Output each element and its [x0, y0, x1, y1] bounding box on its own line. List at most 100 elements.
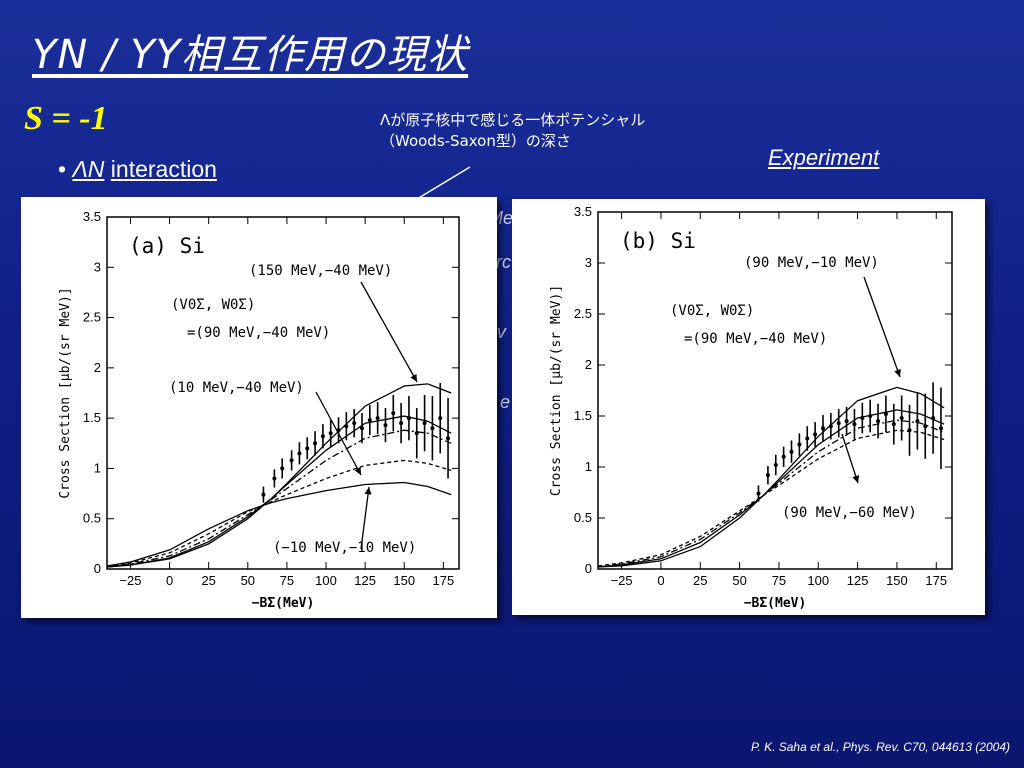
- y-tick-label: 1: [585, 459, 592, 474]
- chart-b: −25 0 25 50 75 100 125 150 175 0 0.5 1 1.5 2 2.5 3 3.5 −B…: [549, 204, 953, 611]
- data-point: [289, 458, 294, 463]
- y-tick-label: 0: [585, 561, 592, 576]
- x-tick-label: 75: [280, 573, 294, 588]
- data-point: [789, 449, 794, 454]
- partial-text-4: e: [500, 392, 511, 412]
- bullet-symbol: ΛN: [72, 156, 105, 182]
- data-point: [923, 424, 928, 429]
- bullet-item: • ΛN interaction: [58, 156, 217, 183]
- data-point: [280, 466, 285, 471]
- data-point: [305, 446, 310, 451]
- chart-panel-a: −25 0 25 50 75 100 125 150 175 0 0.5 1 1.5 2 2.5 3 3.5 −B…: [21, 197, 497, 618]
- annotation-arrow: [360, 281, 418, 383]
- data-point: [915, 419, 920, 424]
- x-tick-label: 125: [354, 573, 376, 588]
- x-tick-label: 100: [807, 573, 829, 588]
- annotation-arrow: [841, 433, 859, 484]
- note-line-1: Λが原子核中で感じる一体ポテンシャル: [380, 111, 646, 129]
- x-tick-label: −25: [119, 573, 141, 588]
- x-axis-label: −BΣ(MeV): [744, 596, 807, 611]
- x-tick-label: 150: [393, 573, 415, 588]
- data-point: [765, 473, 770, 478]
- data-point: [868, 414, 873, 418]
- data-point: [328, 431, 333, 436]
- annotation-label: (150 MeV,−40 MeV): [249, 263, 392, 279]
- annotation-label: (90 MeV,−10 MeV): [744, 255, 879, 271]
- y-tick-label: 3.5: [574, 204, 592, 219]
- data-point: [828, 424, 833, 429]
- data-point: [836, 421, 841, 426]
- annotation-label: (V0Σ, W0Σ): [670, 303, 754, 319]
- data-point: [852, 422, 857, 427]
- annotation-label: (90 MeV,−60 MeV): [782, 505, 917, 521]
- x-tick-label: 75: [772, 573, 786, 588]
- data-point: [313, 441, 318, 446]
- data-point: [931, 416, 936, 421]
- y-tick-label: 1.5: [83, 410, 101, 425]
- series-line: [597, 429, 945, 567]
- plot-frame: [106, 216, 460, 570]
- data-point: [320, 434, 325, 439]
- y-tick-label: 1: [94, 460, 101, 475]
- note-line-2: （Woods-Saxon型）の深さ: [380, 132, 571, 150]
- data-point: [367, 418, 372, 423]
- series-line: [106, 429, 452, 568]
- y-tick-label: 2: [585, 357, 592, 372]
- arrow-head: [410, 374, 417, 382]
- data-point: [891, 422, 896, 427]
- series-line: [106, 459, 452, 567]
- data-point: [406, 416, 411, 421]
- data-point: [756, 491, 761, 496]
- x-tick-label: 100: [315, 573, 337, 588]
- annotation-arrow: [863, 276, 901, 378]
- arrow-head: [354, 467, 361, 475]
- y-tick-label: 3: [585, 255, 592, 270]
- series-line: [106, 481, 452, 567]
- annotation-label: (10 MeV,−40 MeV): [169, 380, 304, 396]
- data-point: [907, 428, 912, 433]
- data-point: [352, 421, 357, 426]
- data-point: [844, 419, 849, 424]
- plot-frame: [597, 211, 953, 570]
- data-point: [430, 426, 435, 431]
- data-point: [261, 492, 266, 497]
- data-point: [360, 426, 365, 431]
- potential-note: Λが原子核中で感じる一体ポテンシャル （Woods-Saxon型）の深さ: [380, 110, 645, 152]
- data-point: [883, 411, 888, 416]
- data-point: [344, 424, 349, 429]
- data-point: [414, 431, 419, 436]
- citation: P. K. Saha et al., Phys. Rev. C70, 04461…: [750, 740, 1010, 754]
- annotation-arrow: [360, 486, 370, 550]
- x-axis-label: −BΣ(MeV): [252, 596, 315, 611]
- data-point: [797, 442, 802, 447]
- data-point: [805, 436, 810, 441]
- y-axis-label: Cross Section [μb/(sr MeV)]: [58, 287, 73, 498]
- partial-text-2: rc: [496, 252, 511, 272]
- x-tick-label: 175: [925, 573, 947, 588]
- arrow-head: [364, 487, 372, 495]
- bullet-mark: •: [58, 156, 67, 182]
- x-tick-label: 125: [847, 573, 869, 588]
- data-point: [899, 416, 904, 421]
- y-tick-label: 3.5: [83, 209, 101, 224]
- x-tick-label: 0: [657, 573, 664, 588]
- data-point: [813, 432, 818, 437]
- data-point: [773, 462, 778, 467]
- series-line: [597, 386, 945, 568]
- x-tick-label: 150: [886, 573, 908, 588]
- x-tick-label: 50: [241, 573, 255, 588]
- data-point: [297, 451, 302, 456]
- panel-label: (a) Si: [129, 234, 205, 258]
- data-point: [272, 476, 277, 481]
- data-point: [422, 421, 427, 426]
- y-tick-label: 3: [94, 259, 101, 274]
- x-tick-label: 25: [693, 573, 707, 588]
- slide-title: YN / YY相互作用の現状: [32, 32, 469, 78]
- data-point: [938, 426, 943, 431]
- arrow-head: [852, 475, 860, 483]
- y-tick-label: 2.5: [83, 310, 101, 325]
- annotation-label: =(90 MeV,−40 MeV): [684, 331, 827, 347]
- x-tick-label: 175: [433, 573, 455, 588]
- chart-a: −25 0 25 50 75 100 125 150 175 0 0.5 1 1.5 2 2.5 3 3.5 −B…: [58, 209, 460, 611]
